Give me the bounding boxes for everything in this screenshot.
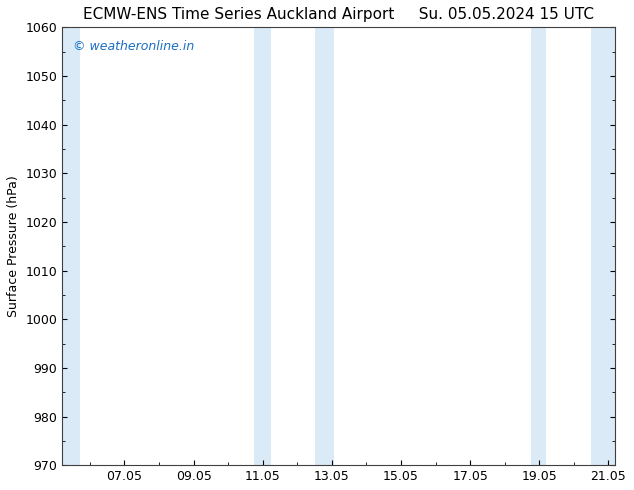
Title: ECMW-ENS Time Series Auckland Airport     Su. 05.05.2024 15 UTC: ECMW-ENS Time Series Auckland Airport Su… — [83, 7, 594, 22]
Bar — [591, 27, 616, 465]
Text: © weatheronline.in: © weatheronline.in — [74, 40, 195, 53]
Bar — [62, 27, 79, 465]
Bar — [531, 27, 546, 465]
Y-axis label: Surface Pressure (hPa): Surface Pressure (hPa) — [7, 175, 20, 317]
Bar — [314, 27, 333, 465]
Bar — [254, 27, 271, 465]
